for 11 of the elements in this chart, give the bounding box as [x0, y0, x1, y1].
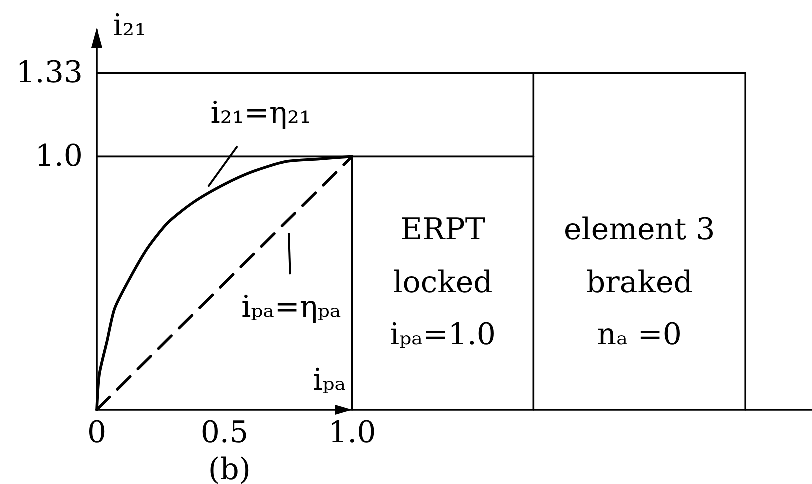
- x-tick-label: 0: [87, 416, 107, 450]
- annotation: i₂₁=η₂₁: [210, 96, 312, 131]
- y-axis-title: i₂₁: [113, 8, 147, 44]
- x-axis-title: iₚₐ: [313, 363, 346, 398]
- x-tick-label: 0.5: [200, 416, 249, 450]
- x-tick-label: 1.0: [328, 416, 376, 450]
- annotation: ERPT locked iₚₐ=1.0: [390, 212, 496, 355]
- y-tick-label: 1.33: [16, 56, 83, 91]
- annotation: iₚₐ=ηₚₐ: [242, 290, 342, 325]
- annotation: element 3 braked nₐ =0: [564, 212, 716, 355]
- text: (b): [208, 452, 251, 484]
